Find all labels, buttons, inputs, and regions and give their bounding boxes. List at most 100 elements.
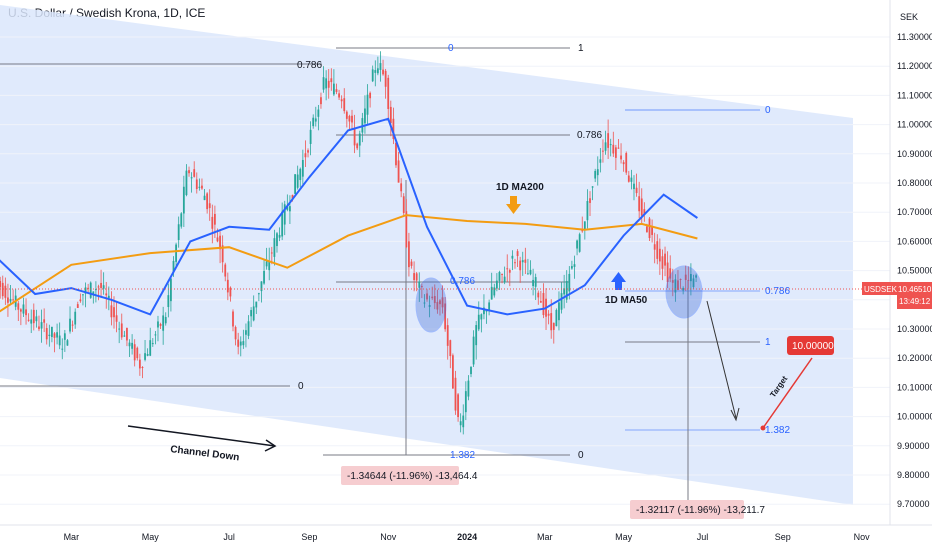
price-tick: 10.20000: [897, 353, 932, 363]
fib-label: 0.786: [297, 60, 322, 71]
candle: [501, 273, 503, 275]
measurement-box: [630, 500, 744, 519]
candle: [38, 326, 40, 330]
candle: [255, 301, 258, 308]
ma50-line: [0, 117, 698, 316]
time-tick: Nov: [380, 532, 397, 542]
candle: [382, 69, 384, 75]
target-box: [787, 336, 834, 355]
candle: [195, 179, 198, 190]
time-axis[interactable]: [0, 525, 932, 550]
candle: [625, 153, 628, 173]
candle: [599, 159, 602, 163]
candle: [550, 313, 553, 331]
candle: [495, 280, 498, 289]
candle: [563, 288, 566, 295]
candle: [612, 144, 615, 154]
candle: [102, 285, 105, 289]
price-tick: 10.80000: [897, 178, 932, 188]
candle: [167, 295, 170, 308]
fib-label: 0.786: [765, 286, 790, 297]
candle: [457, 394, 459, 418]
price-tick: 10.30000: [897, 324, 932, 334]
candle: [671, 280, 674, 283]
candle: [648, 218, 651, 239]
candle: [325, 78, 328, 89]
candle: [376, 68, 379, 74]
candle: [369, 92, 372, 99]
fib-label: 1.382: [450, 450, 475, 461]
measurement-box: [341, 466, 459, 485]
candle: [294, 174, 296, 194]
price-tick: 9.90000: [897, 441, 930, 451]
candle: [423, 302, 426, 304]
measurement-text: -1.34644 (-11.96%) -13,464.4: [347, 471, 478, 482]
candle: [646, 226, 648, 233]
price-axis[interactable]: [890, 0, 932, 525]
candle: [330, 78, 333, 83]
candle: [389, 106, 392, 124]
candle: [0, 281, 2, 288]
candle: [413, 273, 415, 281]
time-ticks: Mar May Jul Sep Nov 2024 Mar May Jul Sep Nov: [64, 532, 871, 542]
candle: [684, 274, 687, 280]
candle: [307, 150, 309, 153]
candle: [237, 339, 240, 347]
candle: [151, 343, 154, 345]
candle: [620, 155, 622, 160]
candle: [281, 211, 284, 237]
candle: [157, 321, 159, 328]
price-tick: 10.60000: [897, 236, 932, 246]
candle: [154, 334, 157, 336]
candle: [371, 69, 374, 82]
candle: [327, 80, 330, 88]
candle: [265, 261, 268, 267]
fib-label: 1: [765, 337, 771, 348]
candle: [451, 355, 454, 389]
candle: [17, 303, 20, 310]
candle: [79, 299, 82, 302]
candle: [203, 195, 206, 201]
candle: [467, 380, 470, 397]
candle: [542, 293, 545, 316]
candle: [175, 244, 177, 262]
price-tick: 9.70000: [897, 499, 930, 509]
candle: [493, 287, 496, 296]
candle: [687, 279, 690, 281]
candle: [527, 273, 529, 275]
candle: [276, 233, 278, 247]
candle: [232, 311, 234, 327]
candle: [224, 264, 227, 277]
channel-arrow: [127, 425, 276, 447]
time-tick: Mar: [537, 532, 553, 542]
candle: [97, 286, 100, 288]
candle: [408, 241, 410, 268]
channel-arrowhead: [264, 439, 277, 452]
candle: [188, 170, 190, 174]
candle: [607, 133, 610, 148]
candle: [470, 366, 472, 375]
candle: [123, 335, 126, 337]
candle: [534, 277, 537, 287]
candle: [565, 280, 568, 300]
candle: [506, 268, 509, 270]
candle: [320, 97, 322, 105]
fib-label: 0.786: [577, 130, 602, 141]
candle: [32, 309, 35, 324]
candle: [420, 286, 423, 288]
candle: [69, 318, 71, 332]
candle: [692, 278, 695, 288]
candle: [146, 353, 149, 356]
candle: [462, 415, 465, 428]
candle: [1, 282, 4, 297]
candle: [651, 226, 653, 235]
candle: [317, 109, 320, 117]
candle: [596, 169, 599, 176]
candle: [338, 93, 340, 98]
candle: [405, 211, 408, 248]
candle: [35, 316, 38, 322]
price-tick: 10.70000: [897, 207, 932, 217]
candle: [498, 272, 501, 281]
channel-down: [0, 5, 853, 505]
